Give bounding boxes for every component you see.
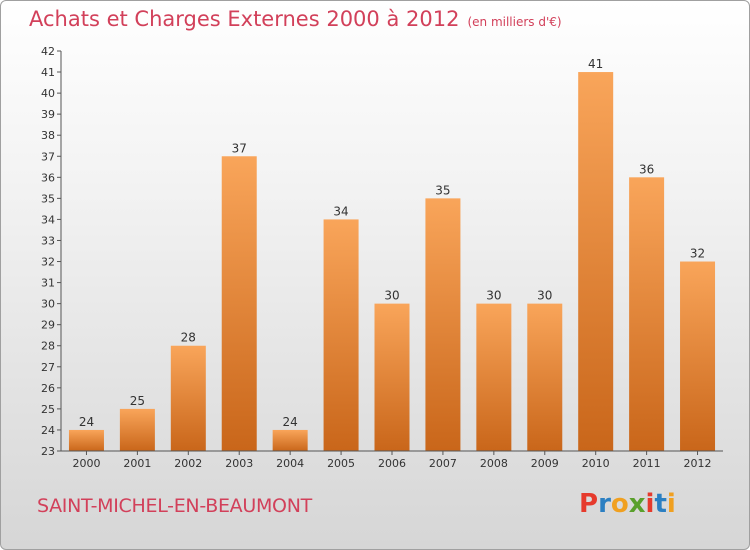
- y-tick-label: 37: [41, 150, 55, 163]
- x-tick-label: 2011: [633, 457, 661, 470]
- bar-2008: [476, 303, 512, 451]
- chart-title-block: Achats et Charges Externes 2000 à 2012 (e…: [29, 7, 562, 31]
- y-tick-label: 32: [41, 256, 55, 269]
- bar-2001: [119, 408, 155, 451]
- data-label-2006: 30: [384, 289, 399, 303]
- y-tick-label: 35: [41, 192, 55, 205]
- y-tick-label: 42: [41, 45, 55, 58]
- y-tick-label: 25: [41, 403, 55, 416]
- x-tick-label: 2002: [174, 457, 202, 470]
- bar-2012: [680, 261, 716, 451]
- y-tick-label: 41: [41, 66, 55, 79]
- data-label-2004: 24: [283, 415, 298, 429]
- y-tick-label: 29: [41, 319, 55, 332]
- data-label-2001: 25: [130, 394, 145, 408]
- x-tick-label: 2009: [531, 457, 559, 470]
- logo-letter: P: [579, 489, 599, 519]
- bar-2005: [323, 219, 359, 451]
- bar-2004: [272, 429, 308, 451]
- data-label-2002: 28: [181, 331, 196, 345]
- y-tick-label: 23: [41, 445, 55, 458]
- y-tick-label: 40: [41, 87, 55, 100]
- chart-title: Achats et Charges Externes 2000 à 2012: [29, 7, 460, 31]
- data-label-2007: 35: [435, 183, 450, 197]
- data-label-2012: 32: [690, 247, 705, 261]
- bar-2000: [68, 429, 104, 451]
- data-label-2008: 30: [486, 289, 501, 303]
- data-label-2009: 30: [537, 289, 552, 303]
- y-tick-label: 39: [41, 108, 55, 121]
- bar-2007: [425, 198, 461, 451]
- y-tick-label: 27: [41, 361, 55, 374]
- bar-2006: [374, 303, 410, 451]
- commune-name: SAINT-MICHEL-EN-BEAUMONT: [37, 495, 312, 517]
- y-tick-label: 36: [41, 171, 55, 184]
- y-tick-label: 31: [41, 277, 55, 290]
- y-tick-label: 28: [41, 340, 55, 353]
- bar-2002: [170, 345, 206, 451]
- bar-2009: [527, 303, 563, 451]
- logo-letter: r: [598, 489, 611, 519]
- x-tick-label: 2004: [276, 457, 304, 470]
- bar-2003: [221, 156, 257, 451]
- y-tick-label: 24: [41, 424, 55, 437]
- logo-letter: i: [666, 489, 676, 519]
- data-label-2005: 34: [333, 204, 348, 218]
- y-tick-label: 26: [41, 382, 55, 395]
- proxiti-logo: Proxiti: [579, 489, 676, 519]
- logo-letter: o: [610, 489, 629, 519]
- logo-letter: t: [654, 489, 667, 519]
- y-tick-label: 38: [41, 129, 55, 142]
- data-label-2010: 41: [588, 57, 603, 71]
- logo-letter: x: [628, 489, 646, 519]
- x-tick-label: 2012: [684, 457, 712, 470]
- y-tick-label: 33: [41, 234, 55, 247]
- x-tick-label: 2008: [480, 457, 508, 470]
- x-tick-label: 2000: [72, 457, 100, 470]
- bar-2011: [629, 177, 665, 451]
- data-label-2000: 24: [79, 415, 94, 429]
- x-tick-label: 2001: [123, 457, 151, 470]
- data-label-2011: 36: [639, 162, 654, 176]
- data-label-2003: 37: [232, 141, 247, 155]
- x-tick-label: 2006: [378, 457, 406, 470]
- x-tick-label: 2007: [429, 457, 457, 470]
- y-tick-label: 30: [41, 298, 55, 311]
- x-tick-label: 2003: [225, 457, 253, 470]
- bar-2010: [578, 72, 614, 451]
- chart-subtitle: (en milliers d'€): [467, 15, 562, 29]
- y-tick-label: 34: [41, 213, 55, 226]
- logo-letter: i: [645, 489, 655, 519]
- x-tick-label: 2005: [327, 457, 355, 470]
- x-tick-label: 2010: [582, 457, 610, 470]
